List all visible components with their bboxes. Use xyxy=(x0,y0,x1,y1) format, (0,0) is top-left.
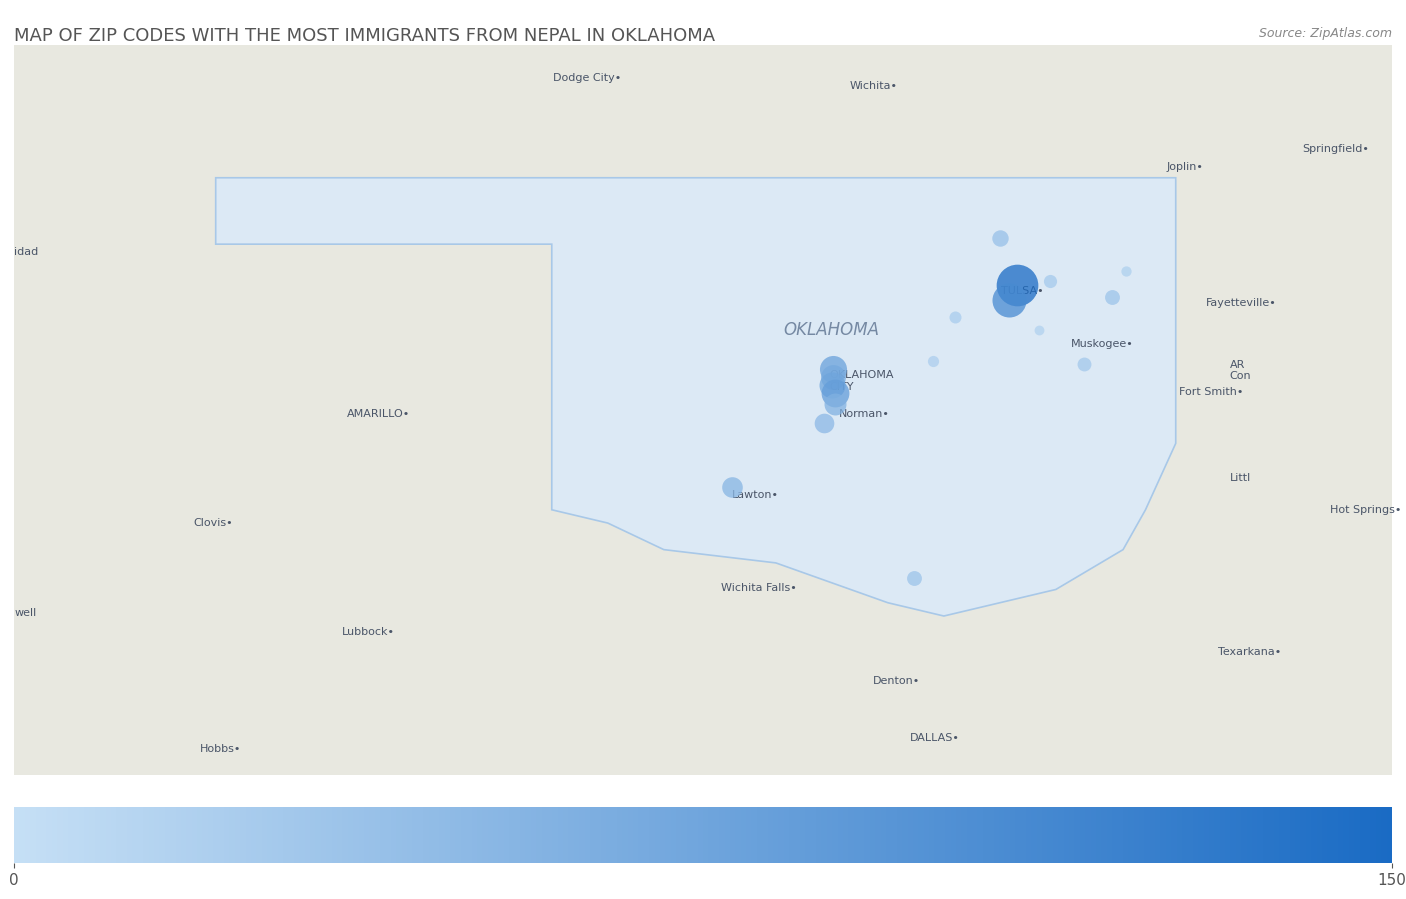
Text: Hobbs•: Hobbs• xyxy=(200,743,242,754)
Point xyxy=(1028,324,1050,338)
Text: Fort Smith•: Fort Smith• xyxy=(1180,387,1243,396)
Point xyxy=(988,230,1011,245)
Text: Springfield•: Springfield• xyxy=(1302,144,1369,154)
Point xyxy=(721,480,744,494)
Text: OKLAHOMA: OKLAHOMA xyxy=(783,322,880,340)
Point xyxy=(943,310,966,325)
Point xyxy=(1115,263,1137,278)
Point xyxy=(903,570,925,584)
Text: Wichita•: Wichita• xyxy=(849,81,898,91)
Point xyxy=(1073,357,1095,371)
Text: Littl: Littl xyxy=(1229,473,1251,483)
Text: Lubbock•: Lubbock• xyxy=(342,627,395,637)
Text: TULSA•: TULSA• xyxy=(1001,286,1043,296)
Point xyxy=(1005,278,1028,292)
Text: Joplin•: Joplin• xyxy=(1167,162,1204,172)
Point xyxy=(824,396,846,411)
Text: idad: idad xyxy=(14,247,38,257)
Point xyxy=(998,293,1021,307)
Point xyxy=(813,416,835,431)
Point xyxy=(821,361,844,376)
Point xyxy=(1039,274,1062,289)
Text: Fayetteville•: Fayetteville• xyxy=(1206,298,1277,307)
Text: MAP OF ZIP CODES WITH THE MOST IMMIGRANTS FROM NEPAL IN OKLAHOMA: MAP OF ZIP CODES WITH THE MOST IMMIGRANT… xyxy=(14,27,716,45)
Text: Texarkana•: Texarkana• xyxy=(1219,647,1281,657)
Text: Muskogee•: Muskogee• xyxy=(1070,339,1133,349)
Text: Clovis•: Clovis• xyxy=(193,518,233,528)
Text: OKLAHOMA
CITY: OKLAHOMA CITY xyxy=(830,370,894,392)
Text: Lawton•: Lawton• xyxy=(733,490,779,500)
Text: Wichita Falls•: Wichita Falls• xyxy=(721,583,797,593)
Text: Hot Springs•: Hot Springs• xyxy=(1330,504,1402,515)
Text: DALLAS•: DALLAS• xyxy=(910,734,960,743)
Text: Denton•: Denton• xyxy=(873,676,921,686)
Text: Dodge City•: Dodge City• xyxy=(553,73,621,83)
Polygon shape xyxy=(215,178,1175,616)
Text: Norman•: Norman• xyxy=(838,409,890,419)
Point xyxy=(821,378,844,392)
Text: Source: ZipAtlas.com: Source: ZipAtlas.com xyxy=(1258,27,1392,40)
Point xyxy=(921,354,943,369)
Text: AR
Con: AR Con xyxy=(1229,360,1251,381)
Point xyxy=(1101,290,1123,305)
Point xyxy=(824,386,846,400)
Point xyxy=(821,369,844,384)
Text: well: well xyxy=(14,609,37,619)
Text: AMARILLO•: AMARILLO• xyxy=(347,409,411,419)
